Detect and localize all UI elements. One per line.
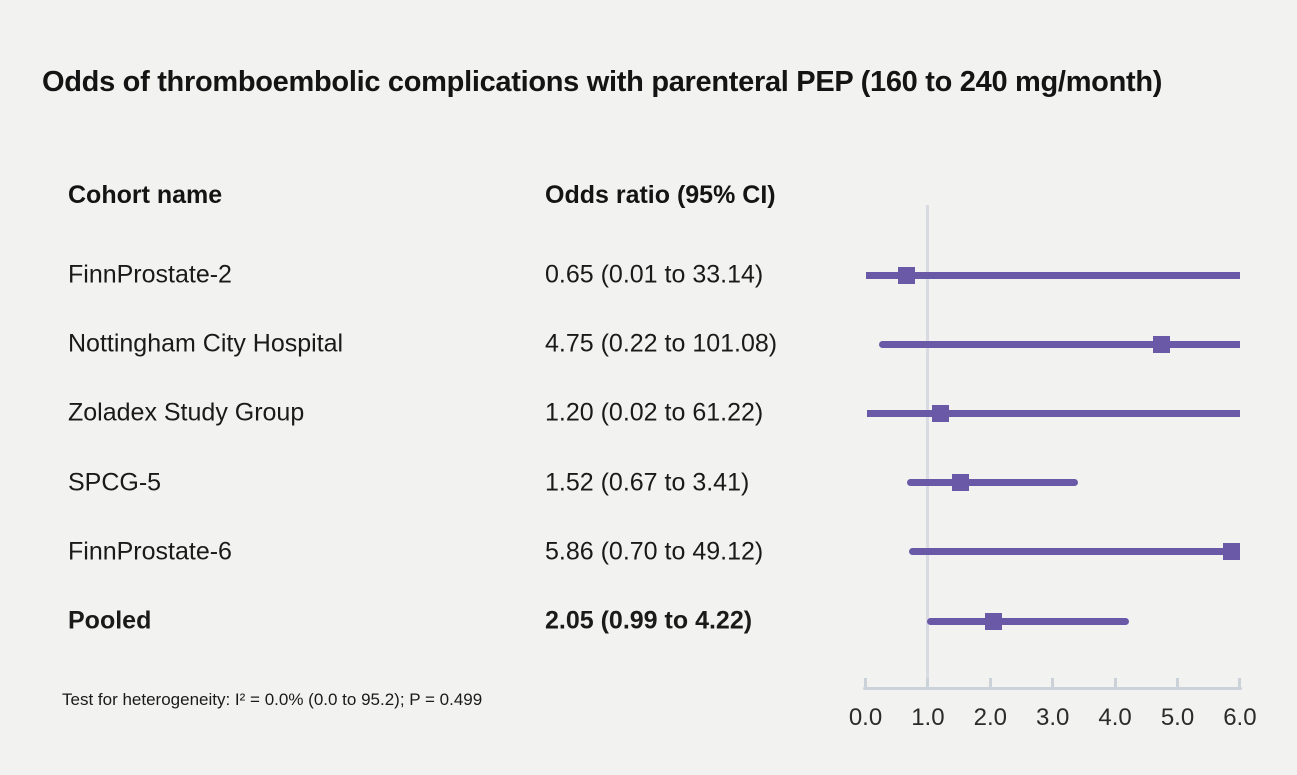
reference-line-or-1 — [926, 205, 930, 690]
heterogeneity-footnote: Test for heterogeneity: I² = 0.0% (0.0 t… — [62, 690, 483, 709]
ci-line — [907, 479, 1079, 487]
x-axis-line — [863, 687, 1242, 690]
cohort-name: SPCG-5 — [68, 468, 162, 497]
ci-line — [879, 340, 1240, 348]
cohort-name: Nottingham City Hospital — [68, 329, 344, 358]
x-axis-tick — [864, 678, 867, 688]
column-header-odds: Odds ratio (95% CI) — [545, 181, 776, 209]
axis-tick-label: 4.0 — [1098, 704, 1132, 731]
odds-ratio-value: 1.52 (0.67 to 3.41) — [545, 468, 750, 497]
cohort-name: Pooled — [68, 606, 152, 635]
x-axis-tick — [988, 678, 992, 688]
ci-line — [866, 271, 1240, 279]
axis-tick-label: 1.0 — [911, 704, 945, 731]
axis-tick-label: 0.0 — [848, 704, 883, 731]
odds-ratio-value: 0.65 (0.01 to 33.14) — [545, 260, 764, 289]
x-axis-tick — [1238, 678, 1242, 688]
ci-line — [927, 617, 1129, 625]
odds-ratio-value: 4.75 (0.22 to 101.08) — [545, 329, 778, 358]
odds-ratio-value: 5.86 (0.70 to 49.12) — [545, 537, 764, 566]
ci-line — [909, 548, 1240, 556]
odds-ratio-value: 2.05 (0.99 to 4.22) — [545, 606, 753, 635]
odds-ratio-value: 1.20 (0.02 to 61.22) — [545, 398, 764, 427]
x-axis-tick — [1051, 678, 1055, 688]
x-axis-tick — [1113, 678, 1117, 688]
point-estimate-marker — [1153, 335, 1171, 353]
axis-tick-label: 3.0 — [1036, 704, 1070, 731]
ci-line — [866, 409, 1240, 417]
column-header-cohort: Cohort name — [68, 181, 223, 209]
point-estimate-marker — [951, 474, 969, 492]
cohort-name: FinnProstate-6 — [68, 537, 232, 566]
axis-tick-label: 6.0 — [1223, 704, 1257, 731]
x-axis-tick — [926, 678, 930, 688]
x-axis-tick — [1176, 678, 1179, 688]
point-estimate-marker — [931, 404, 949, 422]
point-estimate-marker — [1222, 543, 1240, 561]
point-estimate-marker — [984, 612, 1002, 630]
cohort-name: FinnProstate-2 — [68, 260, 232, 289]
axis-tick-label: 2.0 — [973, 704, 1007, 731]
cohort-name: Zoladex Study Group — [68, 398, 305, 427]
chart-title: Odds of thromboembolic complications wit… — [42, 66, 1163, 98]
axis-tick-label: 5.0 — [1160, 704, 1195, 731]
point-estimate-marker — [897, 266, 915, 284]
